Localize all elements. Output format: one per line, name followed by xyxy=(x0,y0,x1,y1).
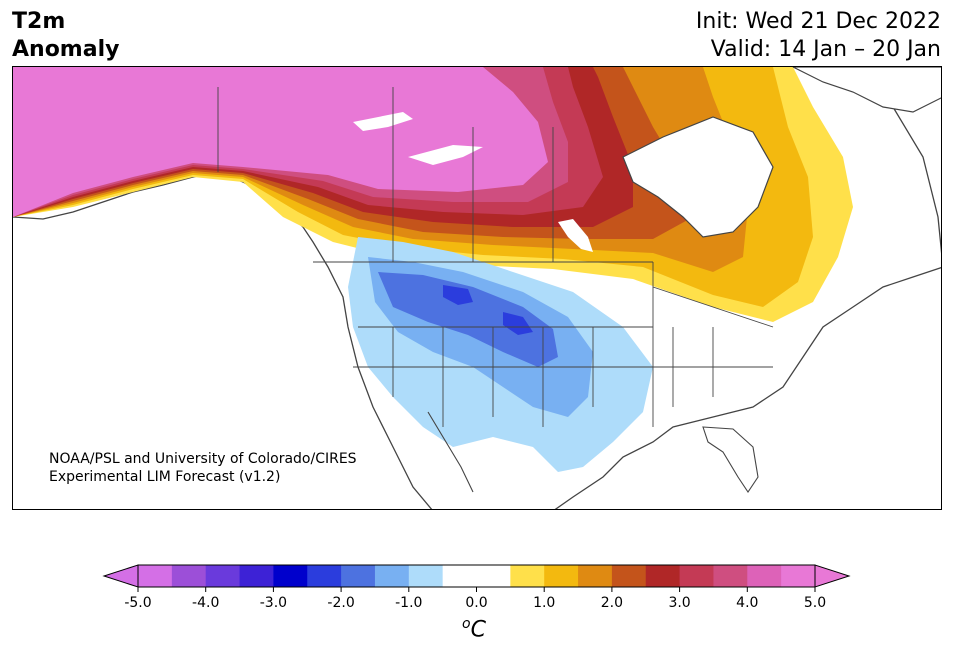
hudson-bay xyxy=(622,116,774,238)
florida xyxy=(702,426,759,493)
colorbar-tick-label: -5.0 xyxy=(124,595,151,611)
colorbar-legend: -5.0 -4.0 -3.0 -2.0 -1.0 0.0 1.0 2.0 3.0 4.0 5.0 xyxy=(102,564,851,611)
colorbar-bin xyxy=(138,565,173,587)
anomaly-royal xyxy=(443,285,533,335)
colorbar-bin xyxy=(239,565,274,587)
colorbar-bin xyxy=(408,565,444,587)
anomaly-pink xyxy=(13,67,548,217)
colorbar-bin xyxy=(611,565,647,587)
colorbar-bin xyxy=(781,565,816,587)
colorbar-tick-label: -2.0 xyxy=(327,595,354,611)
credit-line-1: NOAA/PSL and University of Colorado/CIRE… xyxy=(49,451,357,467)
colorbar-bin xyxy=(510,565,545,587)
colorbar-tick-label: -1.0 xyxy=(395,595,422,611)
colorbar-tick-label: 3.0 xyxy=(668,595,690,611)
great-bear-lake xyxy=(353,112,413,131)
forecast-credit: NOAA/PSL and University of Colorado/CIRE… xyxy=(49,450,357,486)
colorbar-bin xyxy=(544,565,579,587)
colorbar-unit: oC xyxy=(462,616,486,642)
map-canvas xyxy=(13,67,941,509)
political-borders xyxy=(217,87,774,427)
valid-range: Valid: 14 Jan – 20 Jan xyxy=(710,37,941,62)
colorbar-bin xyxy=(171,565,207,587)
colorbar-bin xyxy=(679,565,714,587)
credit-line-2: Experimental LIM Forecast (v1.2) xyxy=(49,469,281,485)
init-date: Init: Wed 21 Dec 2022 xyxy=(695,9,941,34)
colorbar-bin xyxy=(341,565,376,587)
unit-degree: o xyxy=(462,616,471,632)
title-variable: T2m xyxy=(12,9,66,34)
colorbar-under-arrow xyxy=(102,564,139,588)
colorbar-tick-label: -3.0 xyxy=(260,595,287,611)
colorbar-tick-label: 0.0 xyxy=(465,595,487,611)
colorbar-bin xyxy=(645,565,681,587)
colorbar-over-arrow xyxy=(814,564,851,588)
title-quantity: Anomaly xyxy=(12,37,120,62)
colorbar-bin xyxy=(578,565,613,587)
great-slave-lake xyxy=(408,145,483,165)
colorbar-ticks: -5.0 -4.0 -3.0 -2.0 -1.0 0.0 1.0 2.0 3.0 4.0 5.0 xyxy=(124,587,826,611)
colorbar-bin xyxy=(442,565,477,587)
anomaly-map xyxy=(12,66,942,510)
colorbar-bin xyxy=(747,565,782,587)
colorbar-bins xyxy=(102,564,851,588)
colorbar-tick-label: 5.0 xyxy=(804,595,826,611)
anomaly-blue xyxy=(378,272,558,367)
colorbar-tick-label: 2.0 xyxy=(601,595,623,611)
colorbar-bin xyxy=(273,565,308,587)
lake-winnipeg xyxy=(558,219,593,252)
colorbar-tick-label: -4.0 xyxy=(192,595,219,611)
unit-symbol: C xyxy=(470,617,486,643)
colorbar-bin xyxy=(713,565,748,587)
forecast-dates: Init: Wed 21 Dec 2022 Valid: 14 Jan – 20… xyxy=(696,8,941,64)
colorbar-bin xyxy=(374,565,410,587)
baja-california xyxy=(427,411,474,493)
colorbar-tick-label: 4.0 xyxy=(736,595,758,611)
greenland xyxy=(792,67,941,113)
colorbar-bin xyxy=(307,565,342,587)
map-title: T2m Anomaly xyxy=(12,8,119,64)
colorbar-bin xyxy=(476,565,511,587)
colorbar-tick-label: 1.0 xyxy=(533,595,555,611)
colorbar-bin xyxy=(205,565,241,587)
